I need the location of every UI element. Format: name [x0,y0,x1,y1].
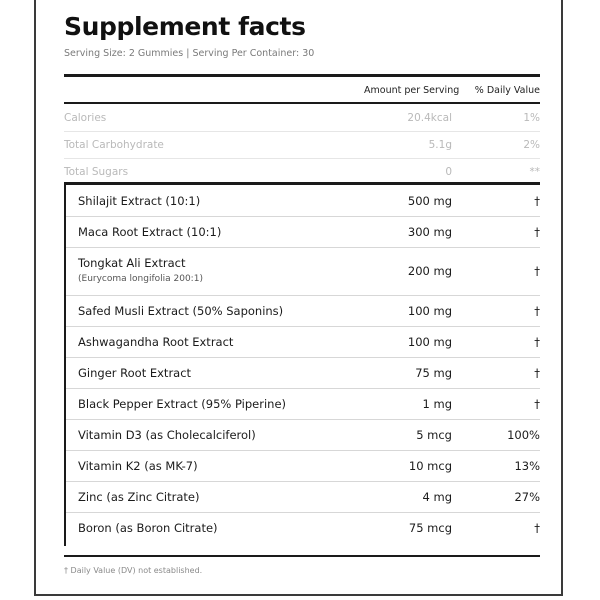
nutrient-row-sugars: Total Sugars 0 ** [64,158,540,185]
nutrient-name: Total Carbohydrate [64,139,164,151]
ingredient-amount: 10 mcg [408,459,452,473]
ingredient-botanical-name: (Eurycoma longifolia 200:1) [78,274,203,284]
ingredient-daily-value: † [534,521,540,535]
ingredient-daily-value: † [534,225,540,239]
nutrient-dv: 2% [523,139,540,151]
ingredient-daily-value: † [534,194,540,208]
panel-title: Supplement facts [64,12,306,41]
ingredient-amount: 200 mg [407,264,452,278]
ingredient-name: Zinc (as Zinc Citrate) [78,490,200,504]
nutrient-dv: ** [529,166,541,178]
nutrient-dv: 1% [523,112,540,124]
ingredient-daily-value: † [534,304,540,318]
top-divider [64,74,540,77]
ingredient-name: Ginger Root Extract [78,366,192,380]
ingredient-daily-value: † [534,366,540,380]
ingredient-amount: 4 mg [422,490,452,504]
supplement-facts-panel: Supplement facts Serving Size: 2 Gummies… [34,0,563,596]
ingredient-amount: 75 mg [415,366,452,380]
serving-info: Serving Size: 2 Gummies | Serving Per Co… [64,48,315,59]
ingredient-daily-value: † [534,264,540,278]
ingredient-daily-value: 27% [514,490,540,504]
nutrient-amount: 5.1g [428,139,452,151]
ingredient-amount: 100 mg [407,335,452,349]
ingredient-name: Safed Musli Extract (50% Saponins) [78,304,284,318]
ingredient-name: Maca Root Extract (10:1) [78,225,222,239]
ingredient-row: Shilajit Extract (10:1) 500 mg † [66,186,540,217]
nutrient-amount: 20.4kcal [407,112,452,124]
ingredient-row: Tongkat Ali Extract (Eurycoma longifolia… [66,248,540,296]
ingredient-amount: 500 mg [407,194,452,208]
ingredient-amount: 1 mg [422,397,452,411]
ingredient-amount: 300 mg [407,225,452,239]
ingredient-daily-value: † [534,397,540,411]
ingredient-row: Boron (as Boron Citrate) 75 mcg † [66,513,540,543]
ingredient-amount: 75 mcg [408,521,452,535]
header-divider [64,102,540,104]
ingredient-name: Ashwagandha Root Extract [78,335,234,349]
ingredient-row: Safed Musli Extract (50% Saponins) 100 m… [66,296,540,327]
ingredients-bottom-divider [64,555,540,557]
ingredient-name: Black Pepper Extract (95% Piperine) [78,397,286,411]
ingredient-row: Ashwagandha Root Extract 100 mg † [66,327,540,358]
ingredient-name: Vitamin K2 (as MK-7) [78,459,198,473]
ingredient-amount: 100 mg [407,304,452,318]
ingredient-row: Vitamin K2 (as MK-7) 10 mcg 13% [66,451,540,482]
ingredients-top-divider [64,182,540,185]
ingredient-daily-value: 100% [507,428,540,442]
ingredient-row: Black Pepper Extract (95% Piperine) 1 mg… [66,389,540,420]
ingredient-row: Zinc (as Zinc Citrate) 4 mg 27% [66,482,540,513]
ingredient-row: Ginger Root Extract 75 mg † [66,358,540,389]
ingredient-name: Shilajit Extract (10:1) [78,194,201,208]
nutrient-name: Total Sugars [64,166,129,178]
ingredient-name: Boron (as Boron Citrate) [78,521,218,535]
ingredient-row: Maca Root Extract (10:1) 300 mg † [66,217,540,248]
ingredients-table: Shilajit Extract (10:1) 500 mg † Maca Ro… [64,183,540,546]
nutrient-amount: 0 [445,166,452,178]
ingredient-amount: 5 mcg [416,428,452,442]
ingredient-daily-value: 13% [514,459,540,473]
ingredient-name: Vitamin D3 (as Cholecalciferol) [78,428,256,442]
nutrient-row-carbohydrate: Total Carbohydrate 5.1g 2% [64,131,540,159]
ingredient-row: Vitamin D3 (as Cholecalciferol) 5 mcg 10… [66,420,540,451]
nutrient-name: Calories [64,112,107,124]
ingredient-name: Tongkat Ali Extract [78,256,186,270]
nutrient-row-calories: Calories 20.4kcal 1% [64,104,540,132]
daily-value-column-header: % Daily Value [474,85,540,96]
ingredient-daily-value: † [534,335,540,349]
footnote: † Daily Value (DV) not established. [64,566,203,575]
amount-column-header: Amount per Serving [364,85,460,96]
